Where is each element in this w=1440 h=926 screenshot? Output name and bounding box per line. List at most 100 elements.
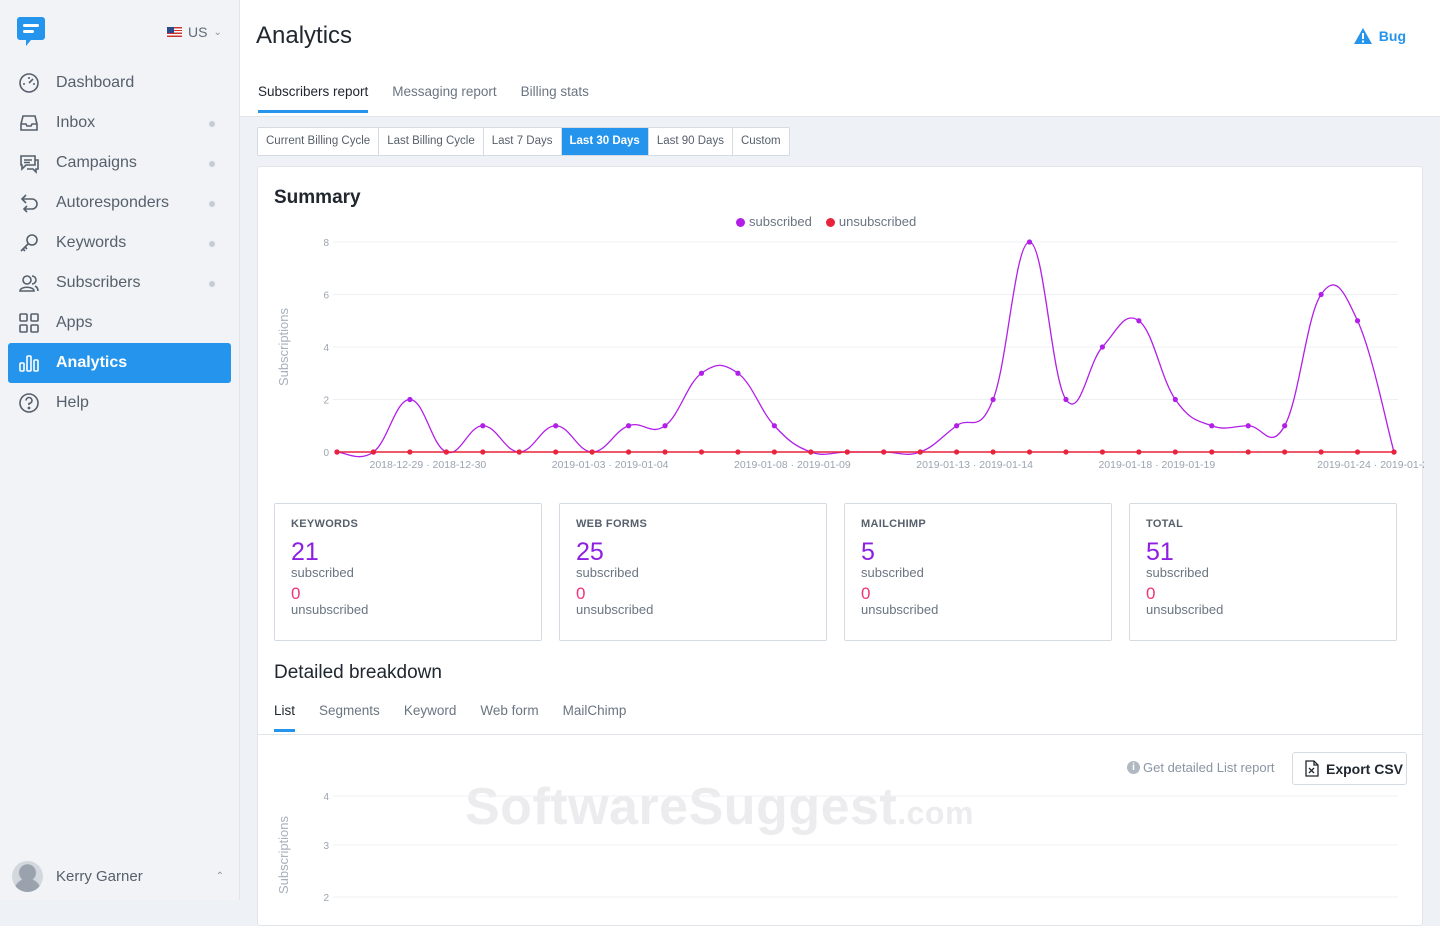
page-title: Analytics [256, 22, 353, 49]
user-name: Kerry Garner [56, 867, 143, 885]
range-current-billing-cycle[interactable]: Current Billing Cycle [258, 128, 380, 155]
data-point-unsubscribed [625, 449, 632, 455]
sidebar-item-label: Subscribers [56, 274, 141, 291]
sidebar-item-label: Apps [56, 314, 93, 331]
data-point-subscribed [1063, 396, 1069, 403]
chevron-up-icon: ⌃ [215, 870, 224, 882]
warning-triangle-icon [1353, 28, 1372, 44]
people-icon [18, 272, 40, 294]
x-tick-label: 2019-01-03 · 2019-01-04 [552, 459, 669, 471]
data-point-unsubscribed [1245, 449, 1251, 455]
user-menu[interactable]: Kerry Garner ⌃ [12, 860, 232, 892]
legend-item-subscribed[interactable]: subscribed [736, 214, 812, 229]
data-point-subscribed [954, 423, 960, 429]
sidebar-item-autoresponders[interactable]: Autoresponders [8, 183, 231, 223]
sidebar-item-dashboard[interactable]: Dashboard [8, 63, 231, 103]
stat-subscribed-count: 5 [861, 538, 875, 566]
data-point-subscribed [1354, 318, 1361, 324]
stat-card-total: TOTAL 51 subscribed 0 unsubscribed [1129, 503, 1397, 641]
question-circle-icon [18, 392, 40, 414]
y-tick-label: 2 [323, 396, 329, 407]
status-dot [209, 281, 215, 287]
range-last-90-days[interactable]: Last 90 Days [649, 128, 733, 155]
data-point-unsubscribed [1391, 449, 1397, 455]
analytics-card: Summary subscribed unsubscribed 0 2 4 6 8 Sub… [257, 166, 1424, 926]
bug-report-button[interactable]: Bug [1353, 27, 1406, 45]
app-logo-icon[interactable] [16, 15, 46, 48]
detailed-report-link[interactable]: i Get detailed List report [1127, 760, 1275, 775]
key-icon [18, 232, 40, 254]
range-last-billing-cycle[interactable]: Last Billing Cycle [379, 128, 484, 155]
x-tick-label: 2018-12-29 · 2018-12-30 [370, 459, 487, 471]
stats-row: KEYWORDS 21 subscribed 0 unsubscribed WE… [274, 503, 1397, 641]
x-tick-label: 2019-01-13 · 2019-01-14 [916, 459, 1033, 471]
breakdown-tabs: List Segments Keyword Web form MailChimp [274, 703, 626, 732]
data-point-subscribed [662, 423, 668, 429]
stat-unsubscribed-count: 0 [1146, 584, 1156, 603]
data-point-subscribed [735, 370, 741, 376]
tab-keyword[interactable]: Keyword [403, 703, 457, 718]
stat-unsubscribed-count: 0 [576, 584, 586, 603]
sidebar-item-analytics[interactable]: Analytics [8, 343, 231, 383]
sidebar-item-label: Help [56, 394, 89, 411]
data-point-subscribed [480, 423, 486, 429]
status-dot [209, 241, 215, 247]
data-point-unsubscribed [1172, 449, 1178, 455]
data-point-unsubscribed [844, 449, 850, 455]
sidebar-item-subscribers[interactable]: Subscribers [8, 263, 231, 303]
data-point-unsubscribed [771, 449, 777, 455]
range-last-30-days[interactable]: Last 30 Days [561, 128, 649, 155]
country-selector[interactable]: US ⌄ [167, 24, 222, 40]
data-point-unsubscribed [954, 449, 960, 455]
summary-chart: 0 2 4 6 8 Subscriptions 2018-12-29 · 2018-12-3… [276, 238, 1424, 471]
data-point-unsubscribed [589, 449, 595, 455]
tab-segments[interactable]: Segments [319, 703, 380, 718]
sidebar-item-apps[interactable]: Apps [8, 303, 231, 343]
x-tick-label: 2019-01-24 · 2019-01-25 [1317, 459, 1424, 471]
tab-messaging-report[interactable]: Messaging report [392, 84, 497, 99]
sidebar-item-help[interactable]: Help [8, 383, 231, 423]
sidebar-item-label: Inbox [56, 114, 96, 131]
data-point-unsubscribed [990, 449, 996, 455]
breakdown-title: Detailed breakdown [274, 662, 442, 683]
sidebar-item-label: Autoresponders [56, 194, 169, 211]
grid-icon [18, 312, 40, 334]
y-tick-label: 2 [323, 893, 329, 904]
stat-subscribed-label: subscribed [291, 565, 354, 580]
tab-subscribers-report[interactable]: Subscribers report [258, 84, 369, 113]
y-tick-label: 8 [323, 238, 329, 249]
range-custom[interactable]: Custom [740, 135, 781, 147]
data-point-subscribed [1099, 344, 1106, 350]
x-tick-label: 2019-01-18 · 2019-01-19 [1098, 459, 1215, 471]
data-point-unsubscribed [334, 449, 340, 455]
tab-web-form[interactable]: Web form [480, 703, 539, 718]
status-dot [209, 161, 215, 167]
export-label: Export CSV [1326, 760, 1404, 777]
range-last-7-days[interactable]: Last 7 Days [484, 128, 562, 155]
sidebar-item-campaigns[interactable]: Campaigns [8, 143, 231, 183]
data-point-subscribed [1209, 423, 1215, 429]
legend-item-unsubscribed[interactable]: unsubscribed [825, 214, 917, 229]
tab-billing-stats[interactable]: Billing stats [520, 84, 589, 99]
sidebar-item-keywords[interactable]: Keywords [8, 223, 231, 263]
y-tick-label: 4 [323, 343, 329, 354]
status-dot [209, 201, 215, 207]
legend-label: unsubscribed [838, 214, 917, 229]
legend-label: subscribed [749, 214, 812, 229]
data-point-subscribed [625, 423, 632, 429]
sidebar-item-inbox[interactable]: Inbox [8, 103, 231, 143]
data-point-subscribed [990, 396, 996, 403]
data-point-unsubscribed [808, 449, 814, 455]
tab-mailchimp[interactable]: MailChimp [562, 703, 627, 718]
export-csv-button[interactable]: Export CSV [1292, 752, 1407, 785]
tab-list[interactable]: List [274, 703, 296, 732]
data-point-unsubscribed [881, 449, 887, 455]
data-point-unsubscribed [917, 449, 923, 455]
y-tick-label: 3 [323, 841, 329, 852]
header: Analytics Bug Subscribers report Messagi… [240, 0, 1440, 117]
summary-title: Summary [274, 187, 361, 208]
watermark-suffix: .com [897, 795, 974, 831]
data-point-unsubscribed [735, 449, 741, 455]
inbox-icon [18, 112, 40, 134]
main-content: Analytics Bug Subscribers report Messagi… [240, 0, 1440, 926]
